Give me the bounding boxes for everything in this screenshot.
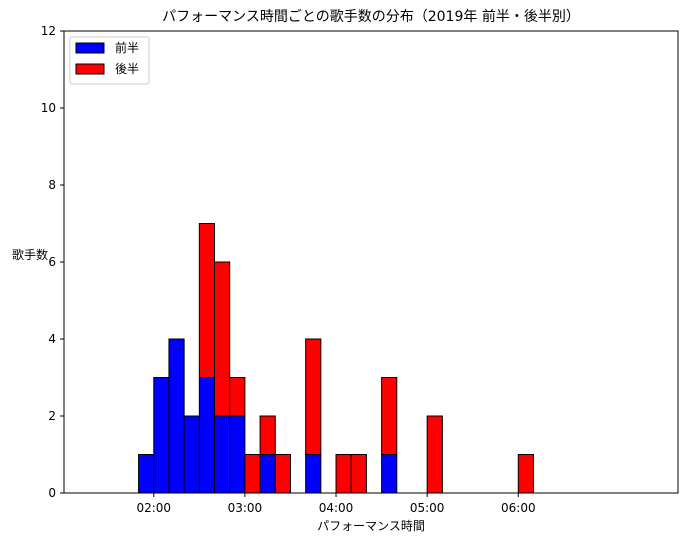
bars-group — [93, 223, 655, 494]
bar-second-half-160 — [214, 261, 231, 417]
bar-first-half-110 — [138, 454, 155, 494]
y-tick-label: 6 — [48, 255, 56, 269]
bar-first-half-160 — [214, 415, 231, 494]
x-tick-label: 05:00 — [410, 501, 445, 515]
bar-first-half-190 — [259, 454, 276, 494]
bar-first-half-130 — [168, 338, 185, 494]
bar-second-half-170 — [229, 377, 246, 417]
bar-second-half-300 — [426, 415, 443, 494]
bar-second-half-190 — [259, 415, 276, 455]
bar-second-half-270 — [381, 377, 398, 455]
bar-second-half-360 — [517, 454, 534, 494]
y-tick-label: 2 — [48, 409, 56, 423]
bar-second-half-220 — [305, 338, 322, 455]
x-tick-label: 06:00 — [501, 501, 536, 515]
y-tick-label: 10 — [41, 101, 56, 115]
x-tick-label: 04:00 — [319, 501, 354, 515]
legend-label-second-half: 後半 — [115, 62, 139, 76]
y-axis-label: 歌手数 — [12, 247, 48, 262]
x-axis: 02:00 03:00 04:00 05:00 06:00 — [136, 493, 536, 515]
legend-label-first-half: 前半 — [115, 40, 139, 55]
bar-first-half-150 — [198, 377, 216, 494]
bar-second-half-180 — [244, 454, 261, 494]
bar-first-half-170 — [229, 415, 246, 494]
bar-second-half-150 — [198, 223, 216, 378]
y-tick-label: 12 — [41, 24, 56, 38]
y-axis: 0 2 4 6 8 10 12 — [41, 24, 64, 500]
legend-swatch-first-half — [75, 42, 105, 54]
y-tick-label: 0 — [48, 486, 56, 500]
x-axis-label: パフォーマンス時間 — [317, 519, 425, 533]
y-tick-label: 4 — [48, 332, 56, 346]
x-tick-label: 03:00 — [228, 501, 263, 515]
bar-first-half-140 — [183, 415, 200, 494]
chart-title: パフォーマンス時間ごとの歌手数の分布（2019年 前半・後半別） — [162, 8, 580, 25]
bar-second-half-240 — [335, 454, 352, 494]
bar-first-half-120 — [153, 377, 170, 494]
legend-swatch-second-half — [75, 63, 105, 75]
x-tick-label: 02:00 — [136, 501, 171, 515]
bar-second-half-200 — [274, 454, 291, 494]
y-tick-label: 8 — [48, 178, 56, 192]
bar-second-half-250 — [350, 454, 367, 494]
bar-first-half-220 — [305, 454, 322, 494]
bar-first-half-270 — [381, 454, 398, 494]
